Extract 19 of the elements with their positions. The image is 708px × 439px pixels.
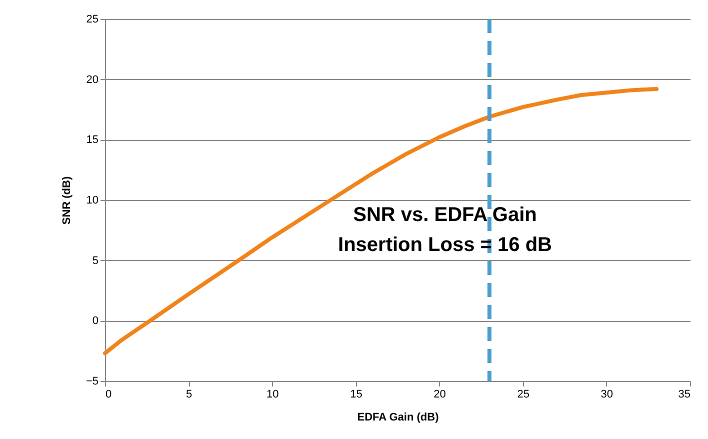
y-tick-label: 20 (86, 74, 98, 86)
x-tick-label: 5 (186, 388, 192, 400)
y-tick-label: 0 (92, 315, 98, 328)
x-tick-label: 20 (434, 388, 446, 400)
y-tick-label: 5 (92, 254, 98, 267)
y-tick-label: 15 (86, 134, 98, 146)
x-tick-label: 15 (350, 388, 362, 400)
y-tick-label: 10 (86, 194, 98, 206)
x-tick-label: 30 (600, 388, 614, 400)
x-tick-label: 25 (517, 388, 530, 400)
x-axis-title: EDFA Gain (dB) (357, 412, 440, 424)
x-tick-label: 10 (266, 388, 279, 400)
y-tick-label: 25 (86, 14, 98, 26)
line-series (103, 86, 659, 356)
x-tick-label: 35 (678, 388, 690, 400)
x-tick-label: 0 (106, 388, 112, 400)
y-axis-title: SNR (dB) (60, 176, 73, 225)
annotation: SNR vs. EDFA Gain (353, 204, 537, 226)
y-tick-label: −5 (86, 376, 98, 388)
